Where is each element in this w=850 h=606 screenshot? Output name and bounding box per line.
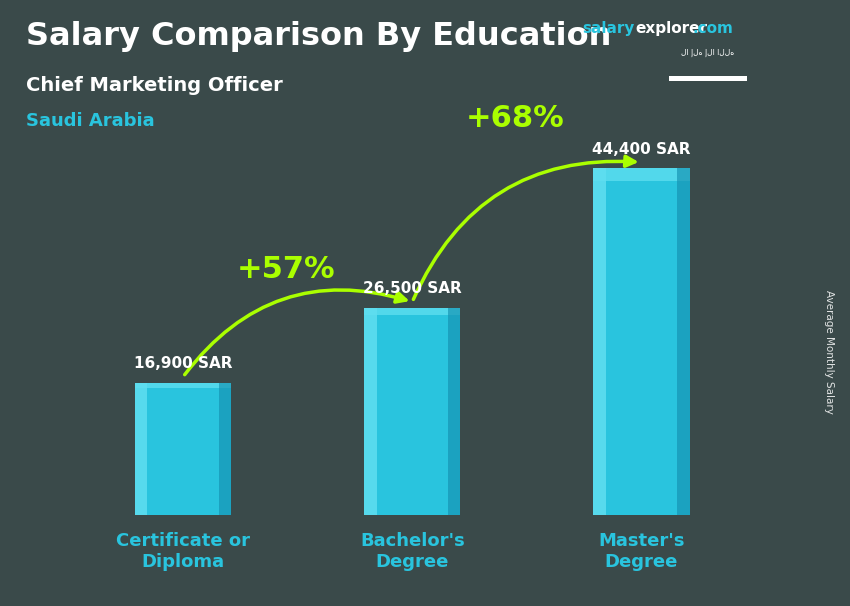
Text: لا إله إلا الله: لا إله إلا الله <box>681 48 734 57</box>
Bar <box>593 168 606 515</box>
Bar <box>593 168 689 515</box>
Bar <box>218 383 231 515</box>
Bar <box>448 308 461 515</box>
Bar <box>677 168 689 515</box>
Bar <box>135 383 147 515</box>
Text: 44,400 SAR: 44,400 SAR <box>592 142 691 157</box>
Text: Salary Comparison By Education: Salary Comparison By Education <box>26 21 611 52</box>
Bar <box>135 383 231 388</box>
Text: Saudi Arabia: Saudi Arabia <box>26 112 154 130</box>
Text: +68%: +68% <box>466 104 564 133</box>
Text: 26,500 SAR: 26,500 SAR <box>363 281 462 296</box>
Text: +57%: +57% <box>237 255 336 284</box>
Bar <box>668 76 746 81</box>
Bar <box>364 308 461 515</box>
Text: salary: salary <box>582 21 635 36</box>
Bar <box>593 168 689 181</box>
Bar <box>364 308 377 515</box>
Text: explorer: explorer <box>636 21 708 36</box>
Text: .com: .com <box>693 21 734 36</box>
Bar <box>364 308 461 316</box>
Text: Average Monthly Salary: Average Monthly Salary <box>824 290 834 413</box>
Text: Chief Marketing Officer: Chief Marketing Officer <box>26 76 282 95</box>
Text: 16,900 SAR: 16,900 SAR <box>133 356 232 371</box>
Bar <box>135 383 231 515</box>
